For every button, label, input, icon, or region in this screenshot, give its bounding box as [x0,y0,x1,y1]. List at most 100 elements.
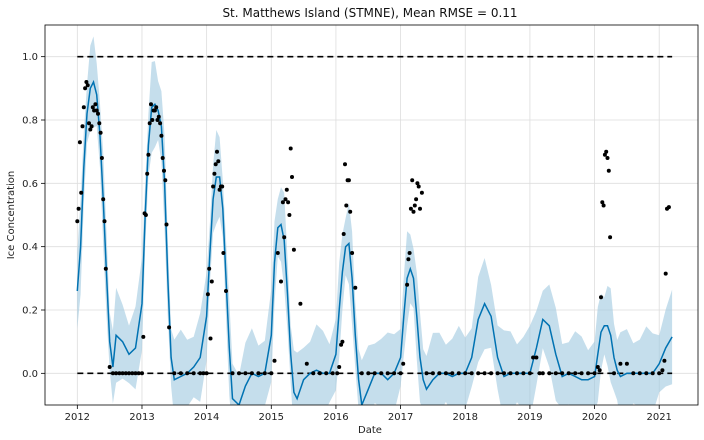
observed-point [81,124,85,128]
observed-point [409,207,413,211]
observed-point [140,371,144,375]
observed-point [290,175,294,179]
observed-point [154,105,158,109]
observed-point [214,162,218,166]
observed-point [401,362,405,366]
observed-point [279,280,283,284]
observed-point [638,371,642,375]
observed-point [276,251,280,255]
observed-point [476,371,480,375]
observed-point [599,295,603,299]
observed-point [534,356,538,360]
observed-point [413,204,417,208]
observed-point [205,371,209,375]
observed-point [631,371,635,375]
observed-point [418,207,422,211]
observed-point [567,371,571,375]
y-tick-label: 1.0 [22,52,38,63]
x-tick-label: 2014 [194,412,219,423]
observed-point [221,251,225,255]
observed-point [99,131,103,135]
observed-point [406,257,410,261]
observed-point [318,371,322,375]
observed-point [644,371,648,375]
observed-point [250,371,254,375]
observed-point [515,371,519,375]
observed-point [192,371,196,375]
observed-point [256,371,260,375]
observed-point [215,150,219,154]
observed-point [79,191,83,195]
observed-point [287,213,291,217]
observed-point [392,371,396,375]
observed-point [162,169,166,173]
observed-point [209,337,213,341]
observed-point [165,223,169,227]
observed-point [662,359,666,363]
observed-point [657,371,661,375]
observed-point [353,286,357,290]
observed-point [450,371,454,375]
observed-point [651,371,655,375]
observed-point [580,371,584,375]
observed-point [269,371,273,375]
observed-point [618,362,622,366]
observed-point [483,371,487,375]
observed-point [431,371,435,375]
observed-point [87,121,91,125]
observed-point [237,371,241,375]
x-tick-label: 2020 [582,412,607,423]
observed-point [285,188,289,192]
observed-point [560,371,564,375]
observed-point [470,371,474,375]
y-axis-label: Ice Concentration [6,171,17,260]
observed-point [366,371,370,375]
observed-point [211,185,215,189]
observed-point [210,280,214,284]
observed-point [273,359,277,363]
observed-point [167,325,171,329]
observed-point [335,371,339,375]
x-tick-label: 2017 [388,412,413,423]
y-tick-label: 0.2 [22,306,38,317]
observed-point [437,371,441,375]
y-tick-label: 0.6 [22,179,38,190]
observed-point [667,205,671,209]
observed-point [410,178,414,182]
observed-point [348,210,352,214]
x-tick-label: 2013 [129,412,154,423]
observed-point [612,371,616,375]
observed-point [292,248,296,252]
observed-point [96,112,100,116]
observed-point [148,121,152,125]
observed-point [77,207,81,211]
observed-point [573,371,577,375]
observed-point [360,371,364,375]
observed-point [379,371,383,375]
observed-point [541,371,545,375]
observed-point [289,147,293,151]
observed-point [444,371,448,375]
observed-point [386,371,390,375]
observed-point [281,200,285,204]
observed-point [82,105,86,109]
observed-point [231,371,235,375]
chart-title: St. Matthews Island (STMNE), Mean RMSE =… [222,6,517,20]
observed-point [373,371,377,375]
observed-point [343,162,347,166]
observed-point [625,362,629,366]
observed-point [216,159,220,163]
observed-point [157,115,161,119]
observed-point [420,191,424,195]
observed-point [604,150,608,154]
observed-point [502,371,506,375]
observed-point [185,371,189,375]
observed-point [457,371,461,375]
observed-point [179,371,183,375]
observed-point [425,371,429,375]
observed-point [103,219,107,223]
y-tick-label: 0.8 [22,116,38,127]
x-tick-label: 2016 [323,412,348,423]
observed-point [342,232,346,236]
